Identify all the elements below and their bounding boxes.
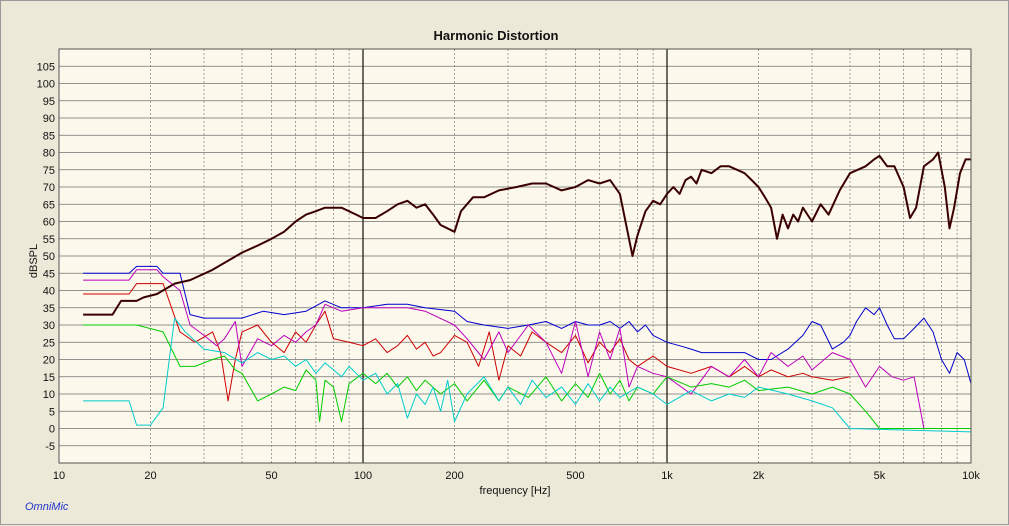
x-tick-label: 50 xyxy=(265,470,277,482)
y-tick-label: 10 xyxy=(43,389,55,401)
y-tick-label: 50 xyxy=(43,251,55,263)
y-tick-label: 90 xyxy=(43,113,55,125)
y-tick-label: 85 xyxy=(43,130,55,142)
x-axis-ticks: 10 20 50 100 200 500 1k 2k 5k 10k xyxy=(53,470,980,482)
series-line-0 xyxy=(83,151,971,316)
x-tick-label: 500 xyxy=(566,470,584,482)
y-tick-label: 25 xyxy=(43,337,55,349)
x-tick-label: 10 xyxy=(53,470,65,482)
y-tick-label: 45 xyxy=(43,268,55,280)
y-tick-label: 40 xyxy=(43,286,55,298)
plot-border xyxy=(58,48,972,464)
series-line-1 xyxy=(83,265,972,384)
y-tick-label: 100 xyxy=(37,79,55,91)
y-tick-label: 5 xyxy=(49,406,55,418)
y-tick-label: 80 xyxy=(43,148,55,160)
y-tick-label: 70 xyxy=(43,182,55,194)
y-tick-label: 65 xyxy=(43,199,55,211)
series-line-3 xyxy=(83,269,971,429)
y-tick-label: -5 xyxy=(45,441,55,453)
x-tick-label: 2k xyxy=(753,470,765,482)
series-line-2 xyxy=(83,283,851,402)
y-tick-label: 20 xyxy=(43,355,55,367)
y-tick-label: 35 xyxy=(43,303,55,315)
y-tick-label: 75 xyxy=(43,165,55,177)
y-tick-label: 95 xyxy=(43,96,55,108)
series-line-4 xyxy=(83,324,971,429)
y-tick-label: 15 xyxy=(43,372,55,384)
chart-title: Harmonic Distortion xyxy=(434,28,559,43)
y-tick-label: 105 xyxy=(37,61,55,73)
y-tick-label: 0 xyxy=(49,424,55,436)
x-tick-label: 5k xyxy=(874,470,886,482)
grid-lines xyxy=(59,49,971,463)
y-axis-label: dBSPL xyxy=(28,244,40,278)
y-axis-ticks: -5 0 5 10 15 20 25 30 35 40 45 50 55 60 65 70 75 80 85 90 95… xyxy=(37,61,55,453)
y-tick-label: 30 xyxy=(43,320,55,332)
x-tick-label: 10k xyxy=(962,470,980,482)
x-tick-label: 200 xyxy=(445,470,463,482)
y-tick-label: 55 xyxy=(43,234,55,246)
series-line-5 xyxy=(83,317,972,433)
x-tick-label: 100 xyxy=(354,470,372,482)
omnimic-brand-label: OmniMic xyxy=(25,501,69,513)
x-tick-label: 1k xyxy=(661,470,673,482)
y-tick-label: 60 xyxy=(43,217,55,229)
x-tick-label: 20 xyxy=(144,470,156,482)
series-layer xyxy=(83,151,972,433)
x-axis-label: frequency [Hz] xyxy=(480,485,551,497)
